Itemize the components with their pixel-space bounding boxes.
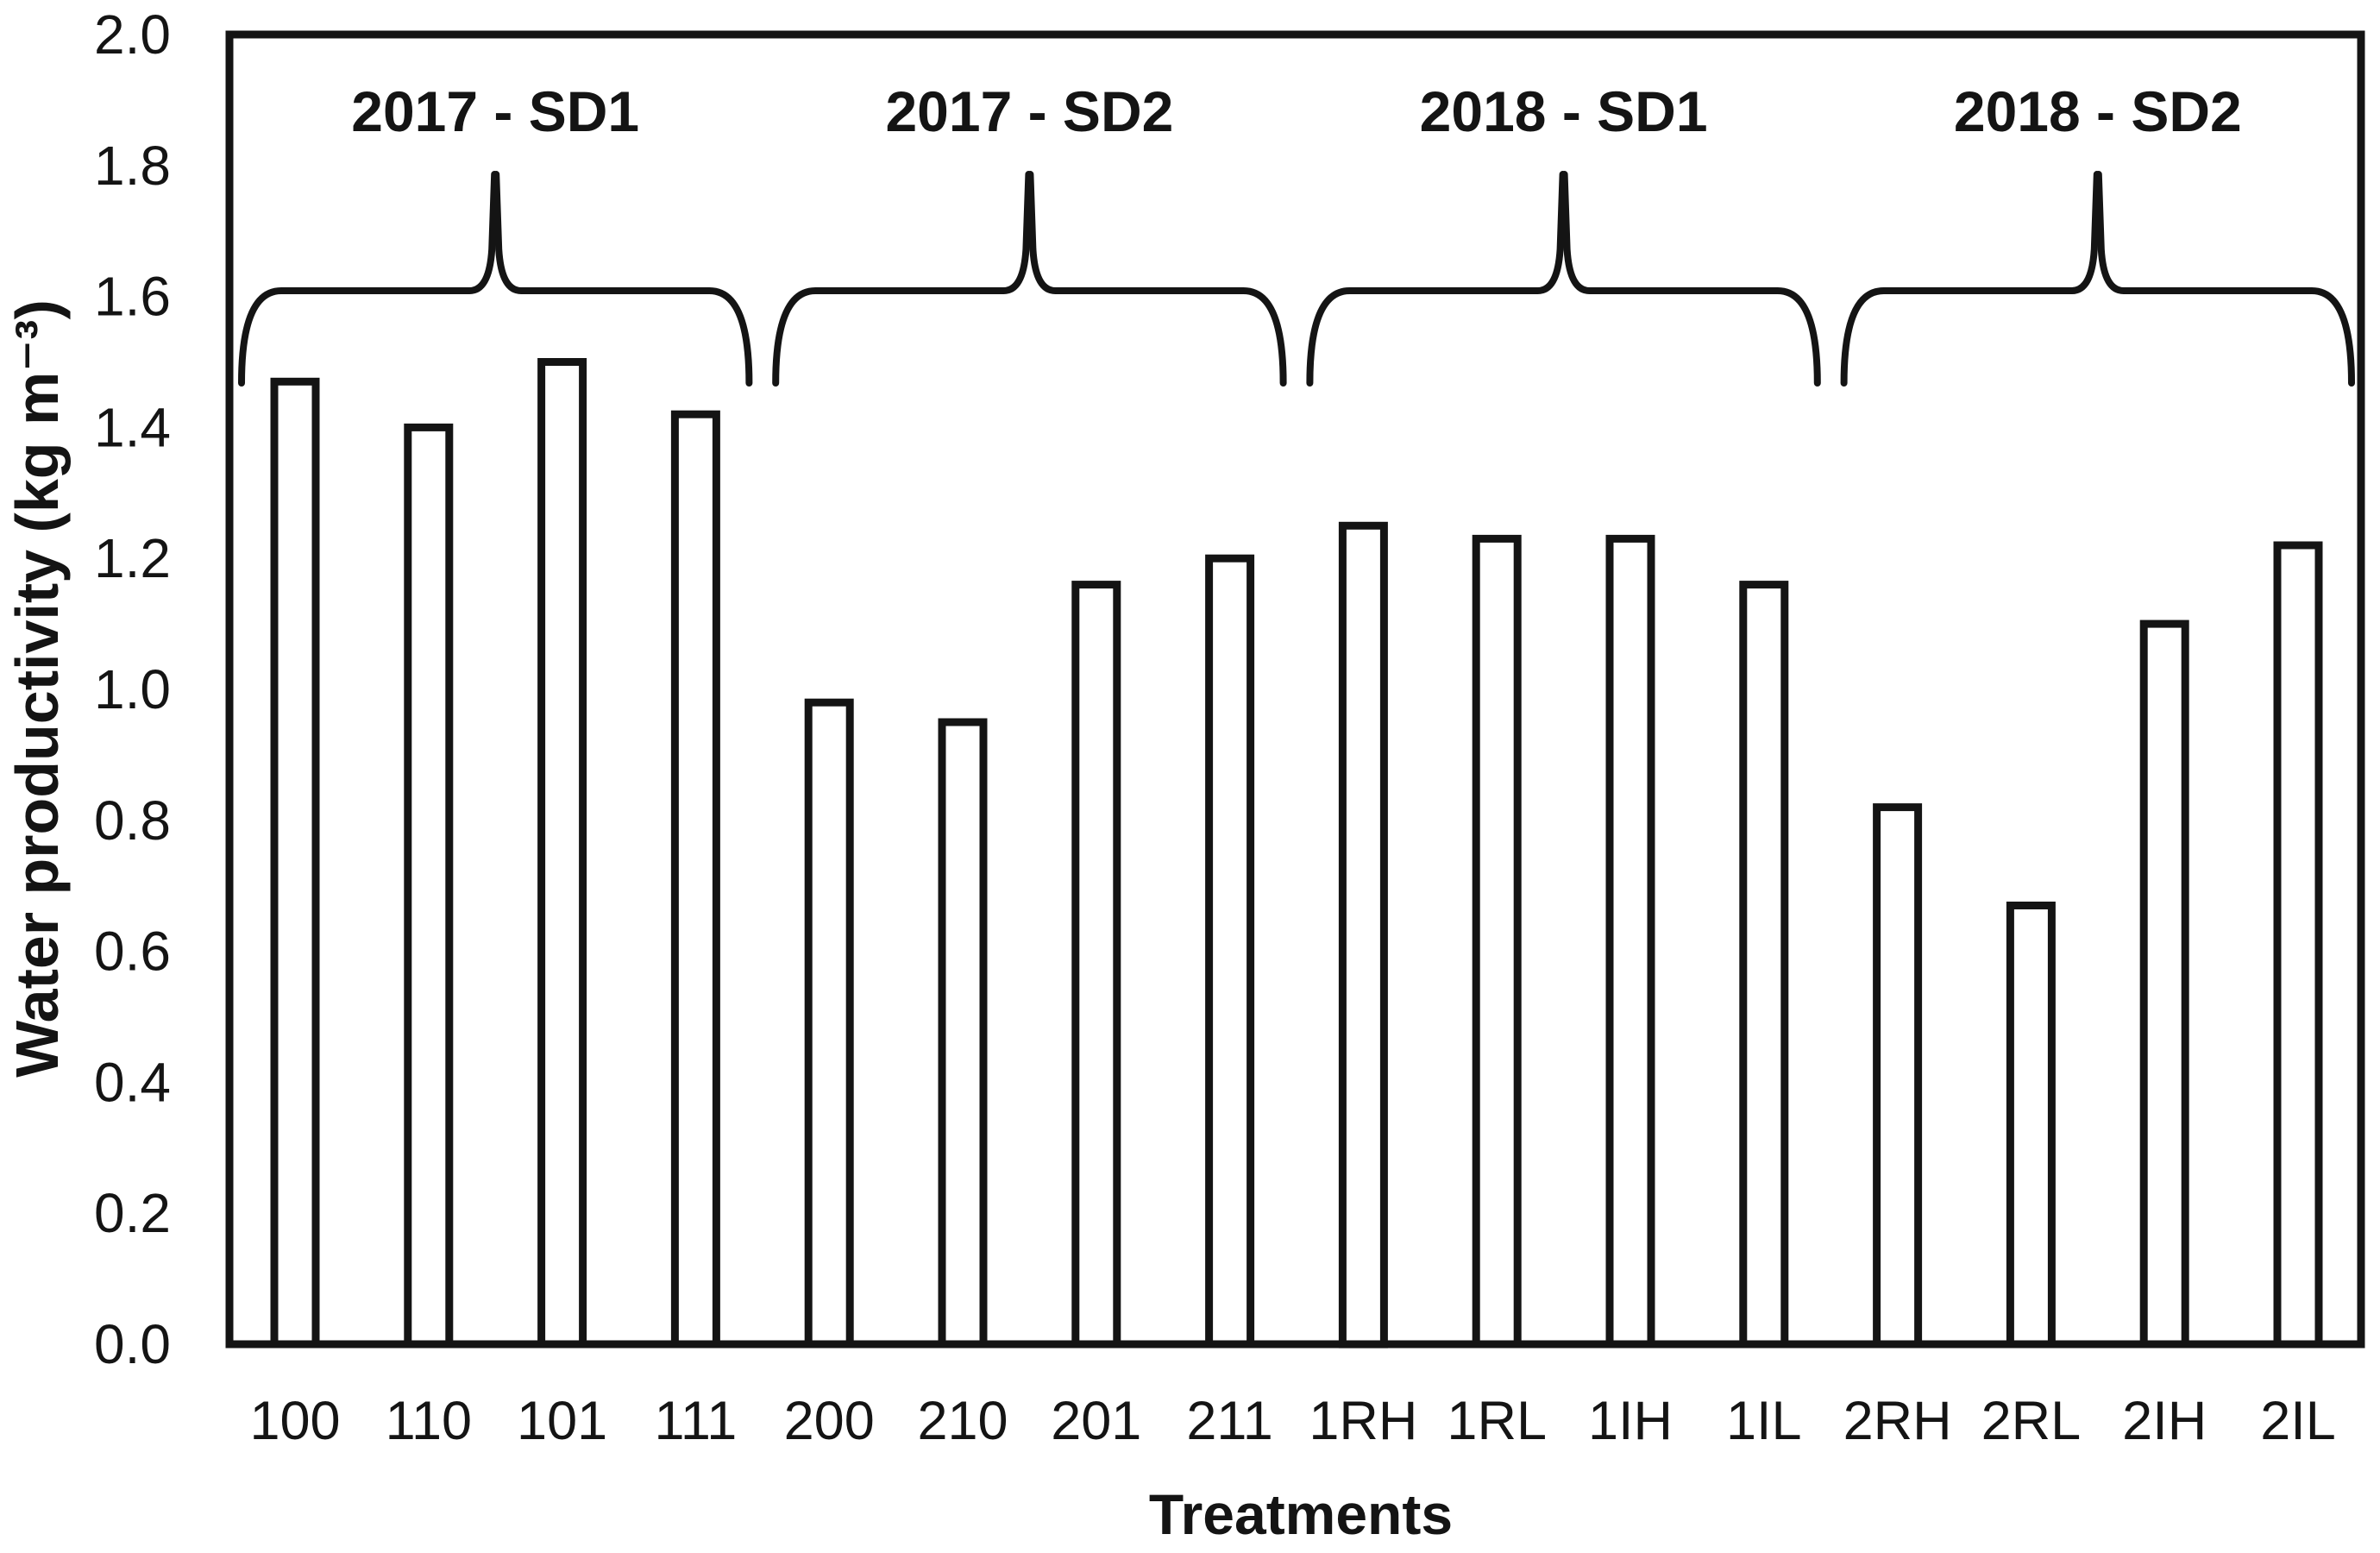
y-tick-label-0.6: 0.6 [94,921,171,983]
bar-200 [804,698,854,1349]
bar-1RL [1472,534,1522,1349]
y-axis-title: Water productivity (kg m⁻³) [3,299,71,1078]
x-axis-title: Treatments [1148,1482,1454,1546]
y-tick-label-2.0: 2.0 [94,3,171,66]
y-tick-label-0.0: 0.0 [94,1313,171,1375]
bar-1IL [1739,581,1789,1349]
group-brace-left-half [772,171,1033,387]
y-tick-label-1.0: 1.0 [94,658,171,720]
bar-1IH [1605,534,1655,1349]
bar-2RH [1873,803,1923,1349]
x-tick-label-2RH: 2RH [1843,1391,1952,1451]
x-tick-label-111: 111 [655,1391,738,1451]
bar-1RH [1338,521,1388,1349]
x-tick-label-2RL: 2RL [1981,1391,2082,1451]
bar-2IH [2139,619,2189,1349]
x-tick-label-1IH: 1IH [1588,1391,1673,1451]
bar-100 [270,377,320,1349]
x-tick-label-2IH: 2IH [2122,1391,2207,1451]
group-label: 2017 - SD1 [351,79,639,143]
group-brace-right-half [1027,171,1287,387]
y-tick-label-1.2: 1.2 [94,527,171,589]
x-tick-label-200: 200 [784,1391,875,1451]
x-tick-label-100: 100 [249,1391,340,1451]
x-tick-label-211: 211 [1186,1391,1272,1451]
y-tick-label-0.2: 0.2 [94,1182,171,1244]
bar-201 [1071,581,1121,1349]
bar-110 [404,423,454,1349]
bar-211 [1205,554,1255,1349]
group-brace-right-half [2094,171,2355,387]
x-tick-label-2IL: 2IL [2260,1391,2336,1451]
y-tick-label-1.4: 1.4 [94,396,171,458]
x-tick-label-210: 210 [917,1391,1008,1451]
x-tick-label-201: 201 [1051,1391,1141,1451]
group-brace-right-half [1561,171,1821,387]
y-tick-label-1.6: 1.6 [94,266,171,328]
group-label: 2018 - SD2 [1954,79,2242,143]
group-label: 2017 - SD2 [885,79,1173,143]
x-tick-label-110: 110 [386,1391,472,1451]
x-tick-label-1RH: 1RH [1309,1391,1417,1451]
bar-101 [537,358,587,1349]
group-brace-left-half [238,171,499,387]
x-tick-label-1IL: 1IL [1726,1391,1802,1451]
x-tick-label-101: 101 [517,1391,607,1451]
bar-2RL [2006,902,2056,1349]
bar-210 [938,718,988,1349]
group-label: 2018 - SD1 [1420,79,1708,143]
group-brace-left-half [1840,171,2101,387]
y-tick-label-0.4: 0.4 [94,1051,171,1113]
group-brace-right-half [493,171,753,387]
bar-2IL [2273,541,2323,1349]
y-tick-label-1.8: 1.8 [94,135,171,197]
y-tick-label-0.8: 0.8 [94,789,171,852]
bar-111 [670,410,720,1349]
group-brace-left-half [1306,171,1567,387]
plot-border [225,30,2365,1349]
x-tick-label-1RL: 1RL [1447,1391,1547,1451]
